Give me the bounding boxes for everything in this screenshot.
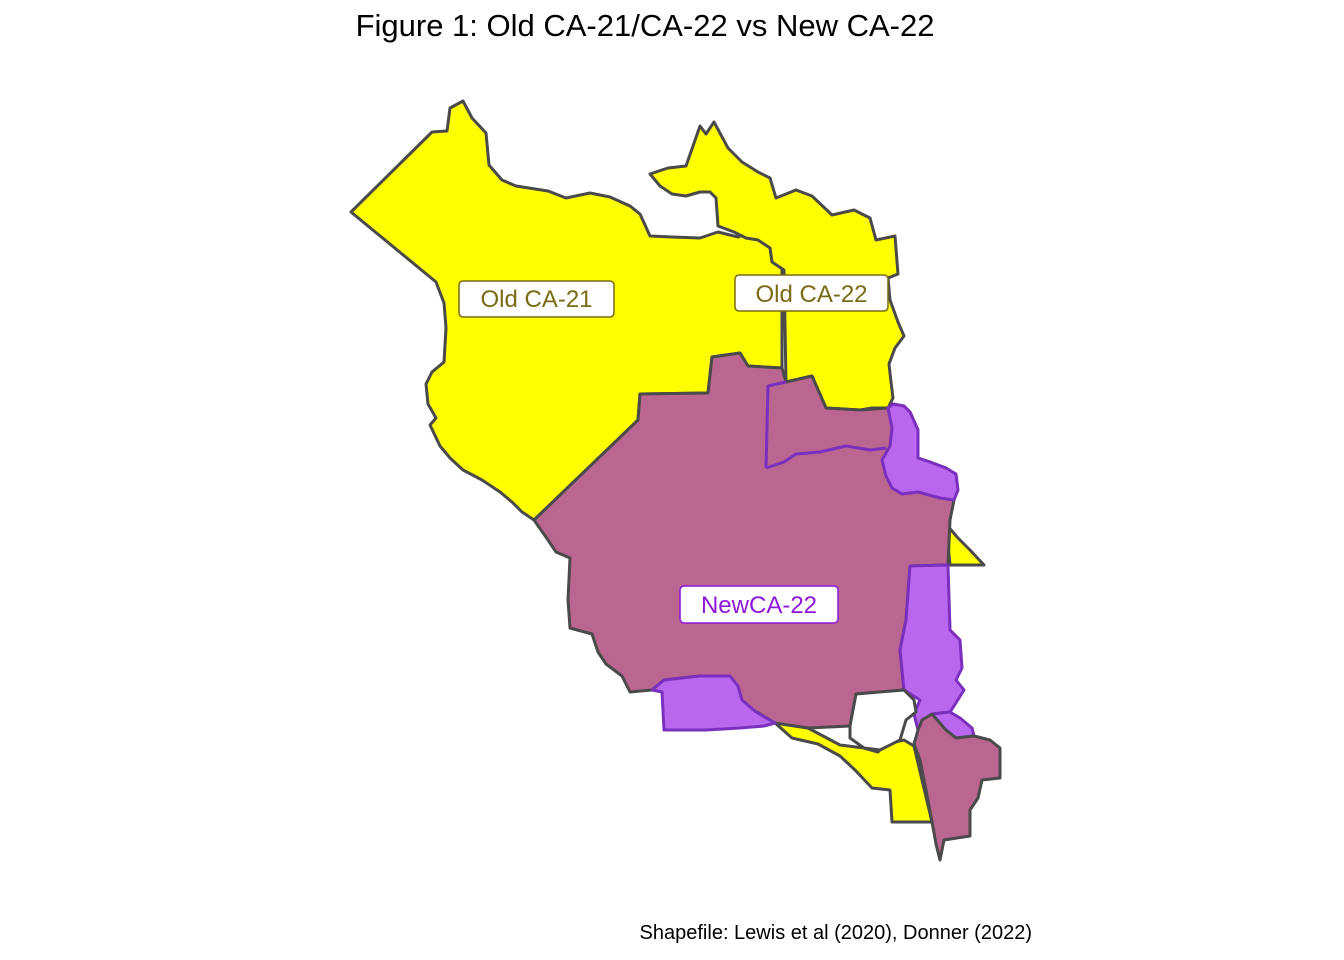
map-hole bbox=[848, 688, 918, 752]
map-caption: Shapefile: Lewis et al (2020), Donner (2… bbox=[639, 922, 1032, 944]
new-ca22-north-purple bbox=[880, 402, 960, 502]
old-ca22-region bbox=[648, 120, 906, 412]
label-new-ca22-text: NewCA-22 bbox=[701, 592, 817, 619]
new-ca22-southeast-tail bbox=[912, 712, 1002, 862]
map-title: Figure 1: Old CA-21/CA-22 vs New CA-22 bbox=[355, 8, 935, 43]
new-ca22-inner-boundary bbox=[764, 380, 887, 470]
new-ca22-southwest-purple bbox=[650, 674, 777, 732]
label-new-ca22: NewCA-22 bbox=[679, 585, 839, 624]
label-old-ca21-text: Old CA-21 bbox=[480, 286, 592, 313]
old-ca22-east-tail bbox=[944, 522, 986, 567]
label-old-ca21: Old CA-21 bbox=[458, 280, 615, 318]
label-old-ca22-text: Old CA-22 bbox=[755, 281, 867, 308]
label-old-ca22: Old CA-22 bbox=[734, 274, 889, 312]
